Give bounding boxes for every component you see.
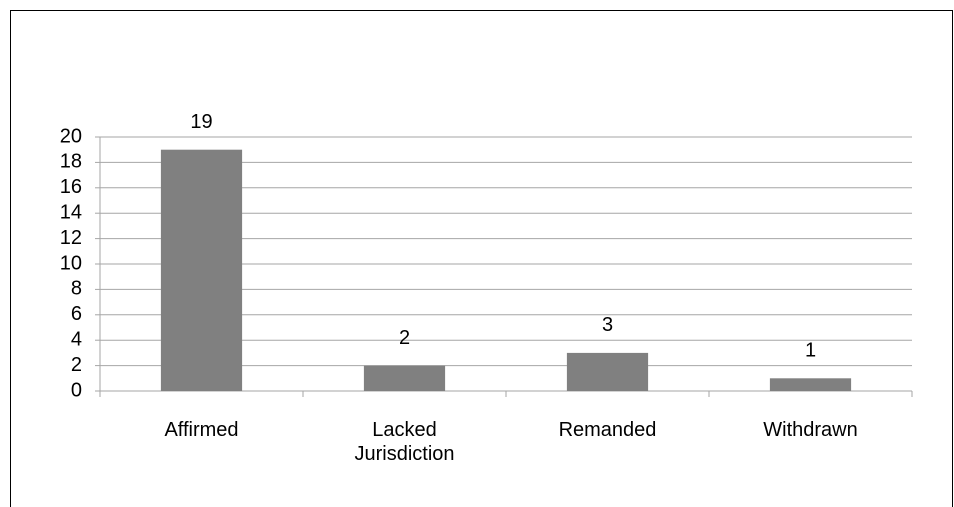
- y-tick-label: 12: [60, 227, 82, 249]
- x-tick-label: Lacked Jurisdiction: [354, 419, 455, 465]
- y-tick-label: 2: [71, 354, 82, 376]
- y-tick-label: 10: [60, 252, 82, 274]
- data-label: 2: [399, 327, 410, 349]
- y-tick-label: 6: [71, 303, 82, 325]
- y-tick-label: 20: [60, 125, 82, 147]
- chart-frame: [10, 10, 953, 507]
- x-tick-label-box: Remanded: [558, 419, 657, 441]
- bar: [160, 149, 243, 391]
- data-label: 1: [805, 340, 816, 362]
- x-tick-label-box: Lacked Jurisdiction: [354, 419, 455, 465]
- x-tick-label-box: Withdrawn: [763, 419, 858, 441]
- y-tick-label: 0: [71, 379, 82, 401]
- data-label: 19: [190, 111, 212, 133]
- y-tick-label: 18: [60, 151, 82, 173]
- bar: [769, 378, 852, 391]
- y-tick-label: 4: [71, 328, 82, 350]
- x-tick-label: Affirmed: [164, 419, 239, 441]
- y-tick-label: 8: [71, 278, 82, 300]
- x-tick-label: Withdrawn: [763, 419, 858, 441]
- x-tick-label: Remanded: [558, 419, 657, 441]
- x-tick-label-box: Affirmed: [164, 419, 239, 441]
- bar: [566, 352, 649, 391]
- data-label: 3: [602, 314, 613, 336]
- bar: [363, 365, 446, 391]
- y-tick-label: 16: [60, 176, 82, 198]
- y-tick-label: 14: [60, 201, 82, 223]
